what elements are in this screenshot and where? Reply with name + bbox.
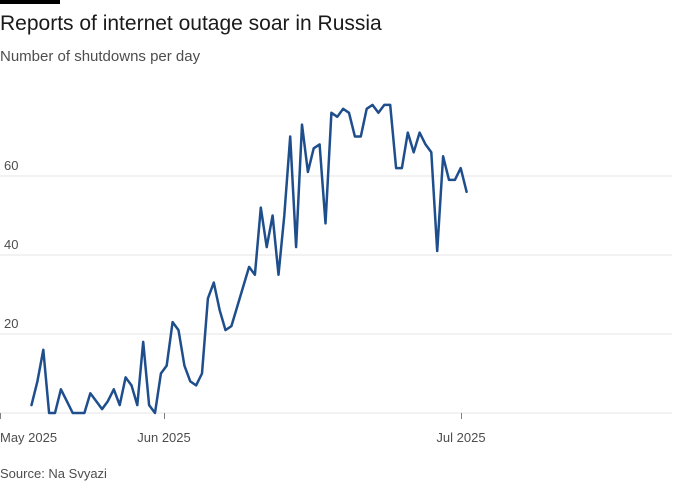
data-point-58 xyxy=(372,104,374,106)
data-point-10 xyxy=(89,392,91,394)
data-point-6 xyxy=(66,400,68,402)
chart-title: Reports of internet outage soar in Russi… xyxy=(0,12,382,35)
chart-subtitle: Number of shutdowns per day xyxy=(0,48,201,65)
data-point-59 xyxy=(377,112,379,114)
data-point-17 xyxy=(131,384,133,386)
data-point-64 xyxy=(407,132,409,134)
data-point-38 xyxy=(254,274,256,276)
data-point-5 xyxy=(60,388,62,390)
data-point-72 xyxy=(454,179,456,181)
data-point-43 xyxy=(283,215,285,217)
data-point-22 xyxy=(160,373,162,375)
data-point-26 xyxy=(183,365,185,367)
y-tick-label-40: 40 xyxy=(4,237,18,252)
data-point-68 xyxy=(430,151,432,153)
data-point-15 xyxy=(119,404,121,406)
data-point-44 xyxy=(289,136,291,138)
data-point-19 xyxy=(142,341,144,343)
data-point-24 xyxy=(172,321,174,323)
data-point-7 xyxy=(72,412,74,414)
data-point-32 xyxy=(219,309,221,311)
brand-bar xyxy=(0,0,60,4)
data-point-21 xyxy=(154,412,156,414)
data-point-65 xyxy=(413,151,415,153)
data-point-29 xyxy=(201,373,203,375)
data-point-45 xyxy=(295,246,297,248)
data-point-27 xyxy=(189,380,191,382)
data-point-47 xyxy=(307,171,309,173)
data-point-25 xyxy=(178,329,180,331)
data-point-12 xyxy=(101,408,103,410)
data-point-73 xyxy=(460,167,462,169)
data-point-71 xyxy=(448,179,450,181)
data-point-36 xyxy=(242,286,244,288)
data-point-74 xyxy=(466,191,468,193)
x-tick-label-1: Jun 2025 xyxy=(137,430,191,445)
data-point-70 xyxy=(442,155,444,157)
data-point-30 xyxy=(207,297,209,299)
data-point-69 xyxy=(436,250,438,252)
data-point-62 xyxy=(395,167,397,169)
data-point-18 xyxy=(136,404,138,406)
data-point-50 xyxy=(325,222,327,224)
data-point-53 xyxy=(342,108,344,110)
data-point-54 xyxy=(348,112,350,114)
y-tick-label-20: 20 xyxy=(4,316,18,331)
data-point-33 xyxy=(225,329,227,331)
data-point-2 xyxy=(42,349,44,351)
data-point-67 xyxy=(425,143,427,145)
data-point-49 xyxy=(319,143,321,145)
series-line-shutdowns xyxy=(30,103,468,415)
data-point-66 xyxy=(419,132,421,134)
data-point-8 xyxy=(78,412,80,414)
data-point-9 xyxy=(83,412,85,414)
data-point-46 xyxy=(301,124,303,126)
x-tick-label-2: Jul 2025 xyxy=(436,430,485,445)
data-point-51 xyxy=(330,112,332,114)
data-point-13 xyxy=(107,400,109,402)
data-point-60 xyxy=(383,104,385,106)
data-point-11 xyxy=(95,400,97,402)
data-point-20 xyxy=(148,404,150,406)
data-point-16 xyxy=(125,376,127,378)
data-point-3 xyxy=(48,412,50,414)
data-point-63 xyxy=(401,167,403,169)
data-point-52 xyxy=(336,116,338,118)
data-point-35 xyxy=(236,305,238,307)
data-point-23 xyxy=(166,365,168,367)
data-point-57 xyxy=(366,108,368,110)
data-point-42 xyxy=(278,274,280,276)
data-point-56 xyxy=(360,136,362,138)
data-point-40 xyxy=(266,246,268,248)
data-point-4 xyxy=(54,412,56,414)
data-point-61 xyxy=(389,104,391,106)
x-tick-label-0: May 2025 xyxy=(0,430,57,445)
data-point-55 xyxy=(354,136,356,138)
data-point-31 xyxy=(213,282,215,284)
data-point-14 xyxy=(113,388,115,390)
data-point-0 xyxy=(31,404,33,406)
data-point-41 xyxy=(272,215,274,217)
data-point-37 xyxy=(248,266,250,268)
data-point-1 xyxy=(36,380,38,382)
data-point-34 xyxy=(230,325,232,327)
chart-source: Source: Na Svyazi xyxy=(0,466,107,481)
y-tick-label-60: 60 xyxy=(4,158,18,173)
data-point-28 xyxy=(195,384,197,386)
data-point-39 xyxy=(260,207,262,209)
data-point-48 xyxy=(313,147,315,149)
